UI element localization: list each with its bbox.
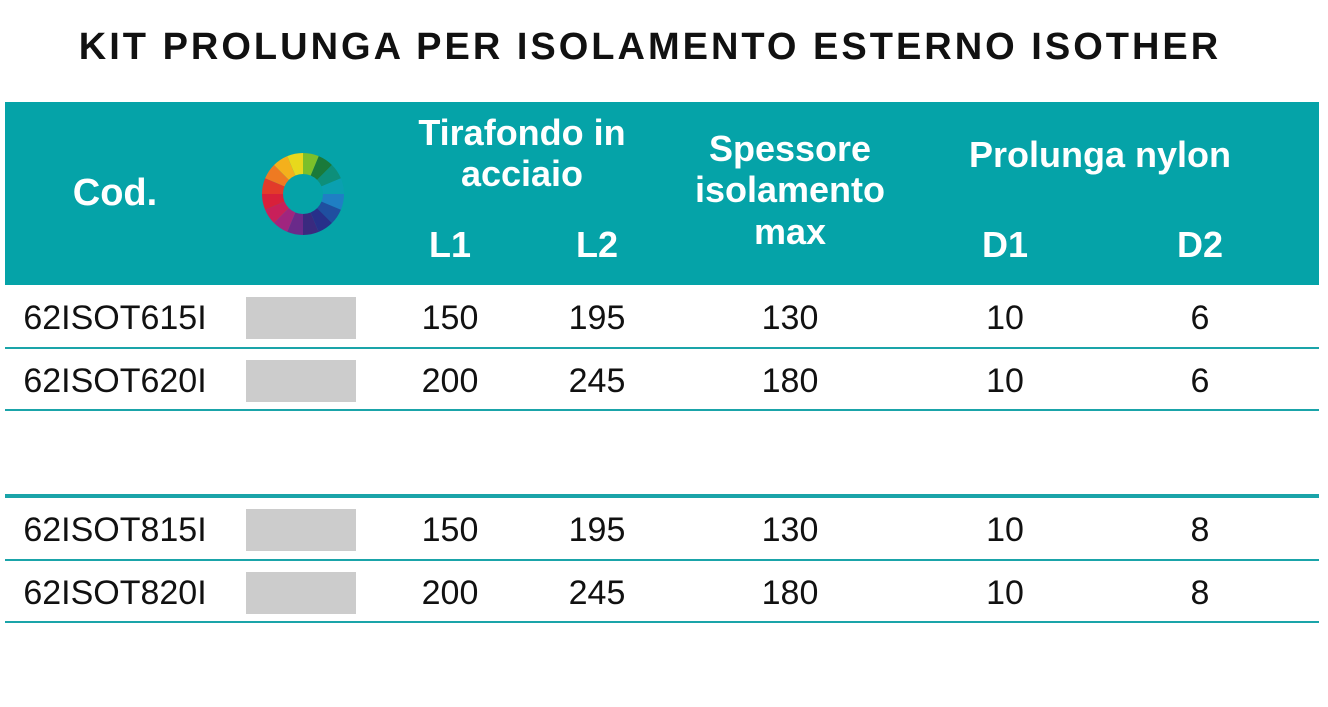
cell-code: 62ISOT615I <box>23 299 207 337</box>
color-wheel-segment <box>303 212 319 235</box>
color-swatch <box>246 360 356 402</box>
header-d2: D2 <box>1176 224 1224 265</box>
color-swatch <box>246 297 356 339</box>
table-row: 62ISOT820I 200 245 180 10 8 <box>5 562 1319 624</box>
cell-d2: 8 <box>1190 511 1210 549</box>
cell-d1: 10 <box>986 362 1024 400</box>
cell-l2: 245 <box>568 574 626 612</box>
cell-spessore: 180 <box>761 574 819 612</box>
cell-l1: 200 <box>421 362 479 400</box>
table-header: Cod. Tirafondo in acciaio L1 L2 Spessore… <box>5 102 1319 285</box>
cell-d1: 10 <box>986 511 1024 549</box>
cell-d2: 6 <box>1190 362 1210 400</box>
cell-d1: 10 <box>986 299 1024 337</box>
page-title: KIT PROLUNGA PER ISOLAMENTO ESTERNO ISOT… <box>78 26 1222 68</box>
color-wheel-segment <box>287 153 303 176</box>
header-d1: D1 <box>981 224 1029 265</box>
cell-d2: 8 <box>1190 574 1210 612</box>
color-wheel-segment <box>310 156 332 180</box>
cell-l1: 150 <box>421 511 479 549</box>
color-wheel-icon <box>262 153 344 235</box>
header-prolunga-nylon: Prolunga nylon <box>968 134 1231 175</box>
cell-l2: 245 <box>568 362 626 400</box>
cell-code: 62ISOT815I <box>23 511 207 549</box>
cell-code: 62ISOT620I <box>23 362 207 400</box>
color-wheel-segment <box>274 156 296 180</box>
table-row: 62ISOT615I 150 195 130 10 6 <box>5 287 1319 349</box>
color-wheel-segment <box>321 194 344 210</box>
color-wheel-segment <box>310 208 332 232</box>
header-spessore: Spessore isolamento max <box>694 128 886 252</box>
color-wheel-segment <box>317 201 341 223</box>
color-swatch <box>246 509 356 551</box>
header-l2: L2 <box>575 224 618 265</box>
color-wheel-segment <box>303 153 319 176</box>
color-wheel-segment <box>262 194 285 210</box>
color-wheel-segment <box>321 178 344 194</box>
row-divider <box>5 621 1319 623</box>
cell-l2: 195 <box>568 299 626 337</box>
row-divider <box>5 559 1319 561</box>
header-cod: Cod. <box>72 172 158 214</box>
header-tirafondo: Tirafondo in acciaio <box>418 112 626 195</box>
cell-spessore: 130 <box>761 511 819 549</box>
row-divider <box>5 347 1319 349</box>
color-wheel-segment <box>265 165 289 187</box>
header-l1: L1 <box>428 224 471 265</box>
cell-spessore: 130 <box>761 299 819 337</box>
color-swatch <box>246 572 356 614</box>
table-row: 62ISOT620I 200 245 180 10 6 <box>5 350 1319 412</box>
cell-l2: 195 <box>568 511 626 549</box>
cell-d1: 10 <box>986 574 1024 612</box>
color-wheel-segment <box>274 208 296 232</box>
color-wheel-segment <box>317 165 341 187</box>
cell-l1: 150 <box>421 299 479 337</box>
color-wheel-segment <box>287 212 303 235</box>
cell-code: 62ISOT820I <box>23 574 207 612</box>
cell-l1: 200 <box>421 574 479 612</box>
row-divider <box>5 409 1319 411</box>
color-wheel-segment <box>265 201 289 223</box>
color-wheel-segment <box>262 178 285 194</box>
group-divider <box>5 494 1319 498</box>
cell-d2: 6 <box>1190 299 1210 337</box>
cell-spessore: 180 <box>761 362 819 400</box>
table-row: 62ISOT815I 150 195 130 10 8 <box>5 499 1319 561</box>
